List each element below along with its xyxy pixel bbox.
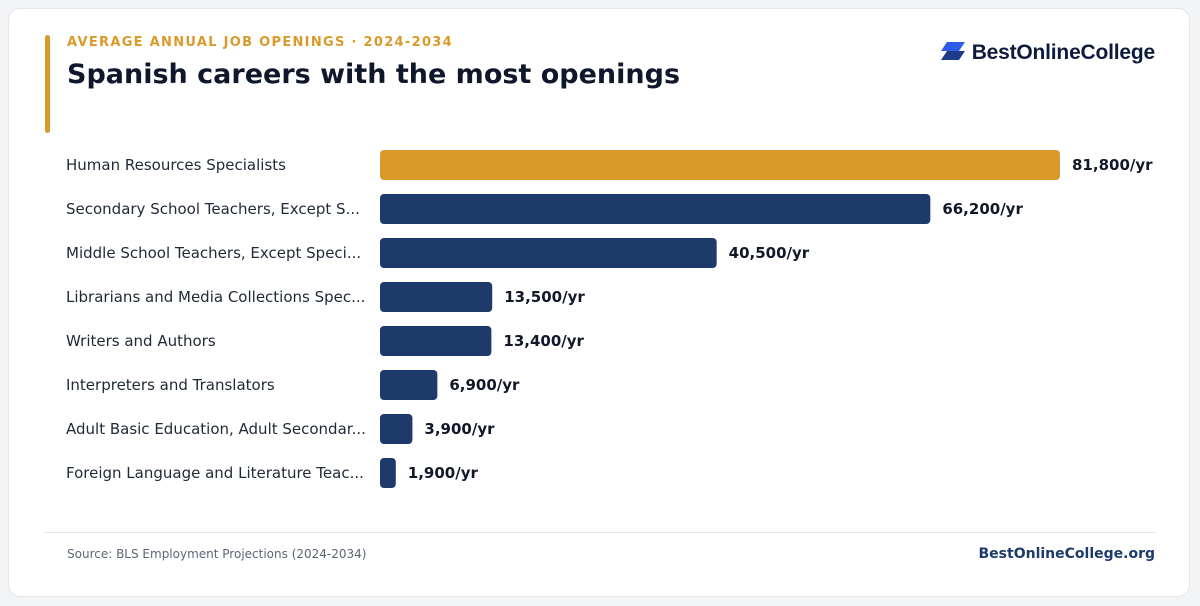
bar-row: Writers and Authors 13,400/yr xyxy=(66,326,585,356)
category-label: Writers and Authors xyxy=(66,332,216,350)
category-label: Interpreters and Translators xyxy=(66,376,275,394)
bar xyxy=(380,150,1060,180)
bar-row: Foreign Language and Literature Teac... 1… xyxy=(66,458,478,488)
bar xyxy=(380,458,396,488)
bar-row: Human Resources Specialists 81,800/yr xyxy=(66,150,1153,180)
category-label: Adult Basic Education, Adult Secondar... xyxy=(66,420,366,438)
bar xyxy=(380,282,493,312)
bar xyxy=(380,194,931,224)
value-label: 6,900/yr xyxy=(449,376,520,394)
chart-card: AVERAGE ANNUAL JOB OPENINGS · 2024-2034 … xyxy=(8,8,1190,597)
brand-logo: BestOnlineCollege xyxy=(940,41,1155,65)
logo-text: BestOnlineCollege xyxy=(971,41,1156,64)
value-label: 40,500/yr xyxy=(729,244,810,262)
stacked-chevron-logo-icon xyxy=(940,41,966,65)
source-note: Source: BLS Employment Projections (2024… xyxy=(67,547,367,561)
bar-row: Interpreters and Translators 6,900/yr xyxy=(66,370,520,400)
category-label: Human Resources Specialists xyxy=(66,156,286,174)
category-label: Foreign Language and Literature Teac... xyxy=(66,464,364,482)
value-label: 13,500/yr xyxy=(504,288,585,306)
category-label: Librarians and Media Collections Spec... xyxy=(66,288,365,306)
bar-row: Secondary School Teachers, Except S... 66… xyxy=(66,194,1023,224)
accent-stripe xyxy=(45,35,50,133)
bar-row: Middle School Teachers, Except Speci... 4… xyxy=(66,238,810,268)
footer-divider xyxy=(45,532,1155,533)
value-label: 66,200/yr xyxy=(942,200,1023,218)
value-label: 1,900/yr xyxy=(408,464,479,482)
value-label: 13,400/yr xyxy=(503,332,584,350)
value-label: 81,800/yr xyxy=(1072,156,1153,174)
footer-brand-link[interactable]: BestOnlineCollege.org xyxy=(978,546,1155,562)
bar-row: Adult Basic Education, Adult Secondar...… xyxy=(66,414,495,444)
bar xyxy=(380,326,492,356)
category-label: Secondary School Teachers, Except S... xyxy=(66,200,360,218)
bar xyxy=(380,238,717,268)
value-label: 3,900/yr xyxy=(424,420,495,438)
chart-title: Spanish careers with the most openings xyxy=(67,59,681,90)
chart-eyebrow: AVERAGE ANNUAL JOB OPENINGS · 2024-2034 xyxy=(67,35,453,50)
bar xyxy=(380,414,413,444)
bar-chart: Human Resources Specialists 81,800/yr Seco… xyxy=(66,150,1153,488)
bar xyxy=(380,370,438,400)
category-label: Middle School Teachers, Except Speci... xyxy=(66,244,361,262)
bar-row: Librarians and Media Collections Spec...… xyxy=(66,282,585,312)
